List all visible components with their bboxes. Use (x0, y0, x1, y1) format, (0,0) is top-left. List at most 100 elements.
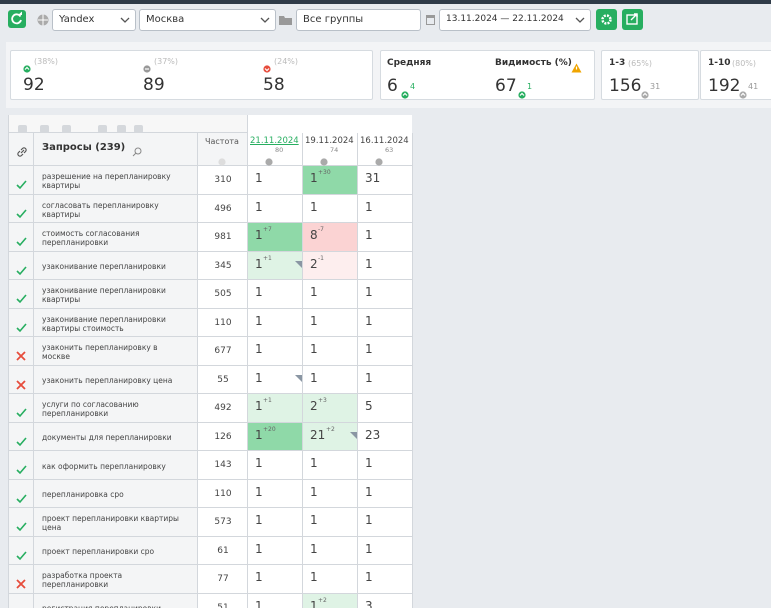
group-text: Все группы (303, 14, 364, 25)
frequency: 51 (217, 602, 229, 608)
table-cell (34, 337, 198, 366)
position: 1 (365, 541, 373, 556)
up-icon (739, 84, 747, 103)
position: 21 (310, 427, 326, 442)
table-cell (34, 565, 198, 594)
table-cell (303, 593, 358, 608)
stat-label: 1-3 (609, 58, 626, 68)
group-select[interactable]: Все группы (296, 9, 421, 31)
position: 1 (310, 342, 318, 356)
stat-value: 67 (495, 76, 517, 96)
corner-flag (295, 367, 302, 386)
table-cell (198, 451, 248, 480)
table-cell (34, 394, 198, 423)
frequency: 496 (214, 203, 232, 214)
query-text: узаконивание перепланировки квартиры сто… (42, 314, 166, 333)
frequency: 126 (214, 431, 232, 442)
header-cell (34, 133, 198, 166)
position: 1 (365, 456, 373, 470)
table-cell (34, 536, 198, 565)
position: 1 (255, 342, 263, 356)
tool-icon (17, 119, 28, 138)
table-cell (303, 508, 358, 537)
table-cell (198, 422, 248, 451)
status-ok (16, 318, 27, 337)
globe-icon (37, 14, 49, 26)
status-ok (16, 460, 27, 479)
query-text: проект перепланировки сро (42, 547, 155, 556)
frequency: 492 (214, 403, 232, 413)
table-cell (358, 565, 413, 594)
position: 1 (310, 484, 318, 499)
date-header: 19.11.2024 (305, 136, 354, 146)
stat-change: 1 (527, 82, 533, 91)
table-cell (248, 166, 303, 195)
position-change: -7 (318, 226, 324, 233)
position: 1 (255, 570, 263, 584)
table-cell (358, 166, 413, 195)
table-cell (9, 365, 34, 394)
table-cell (303, 565, 358, 594)
position-change: -1 (318, 254, 324, 262)
table-cell (9, 422, 34, 451)
table-cell (9, 451, 34, 480)
table-cell (198, 479, 248, 508)
table-cell (303, 308, 358, 337)
position: 1 (255, 598, 263, 608)
query-text: услуги по согласованию перепланировки (42, 400, 139, 418)
table-cell (9, 479, 34, 508)
frequency: 55 (217, 374, 229, 385)
count-icon (375, 151, 383, 170)
position: 1 (365, 342, 373, 356)
table-cell (358, 308, 413, 337)
table-cell (34, 166, 198, 195)
position: 1 (310, 370, 318, 385)
status-ok (16, 517, 27, 536)
period-select[interactable]: 13.11.2024 — 22.11.2024 (439, 9, 591, 31)
table-cell (248, 280, 303, 309)
refresh-button[interactable] (8, 10, 26, 28)
query-text: регистрация перепланировки (42, 599, 187, 608)
engine-text: Yandex (59, 14, 95, 25)
export-button[interactable] (622, 9, 643, 30)
query-text: документы для перепланировки (42, 433, 172, 442)
table-cell (9, 223, 34, 252)
stats-card: Средняя 6 4 Видимость (%) 67 1 (380, 50, 595, 100)
query-text: стоимость согласования перепланировки (42, 229, 140, 247)
table-cell (358, 365, 413, 394)
warning-icon (571, 58, 582, 77)
table-cell (9, 308, 34, 337)
table-cell (303, 365, 358, 394)
position: 1 (255, 256, 263, 271)
position: 1 (310, 598, 318, 608)
frequency: 61 (217, 545, 229, 556)
table-cell (9, 337, 34, 366)
date-count: 63 (385, 146, 394, 154)
table-cell (34, 194, 198, 223)
stat-share: (65%) (628, 59, 653, 68)
table-cell (198, 166, 248, 195)
status-ok (16, 489, 27, 508)
date-header[interactable]: 21.11.2024 (250, 136, 299, 146)
status-ok (16, 289, 27, 308)
engine-select[interactable]: Yandex (52, 9, 136, 31)
header-cell (303, 133, 358, 166)
frequency: 110 (214, 317, 232, 328)
stat-share: (37%) (154, 57, 179, 66)
position-change: +20 (263, 425, 276, 433)
query-text: узаконивание перепланировки (42, 262, 166, 271)
table-cell (198, 251, 248, 280)
settings-button[interactable] (596, 9, 617, 30)
position-change: +1 (263, 397, 272, 404)
stat-share: (24%) (274, 57, 299, 66)
frequency: 143 (214, 460, 232, 470)
table-cell (358, 251, 413, 280)
region-select[interactable]: Москва (139, 9, 276, 31)
position: 2 (310, 399, 318, 413)
date-count: 80 (275, 146, 284, 154)
table-cell (9, 508, 34, 537)
position: 1 (365, 228, 373, 242)
position: 1 (255, 313, 263, 328)
stats-card: 1-10 (80%) 192 41 (700, 50, 771, 100)
tool-icon (133, 119, 144, 138)
